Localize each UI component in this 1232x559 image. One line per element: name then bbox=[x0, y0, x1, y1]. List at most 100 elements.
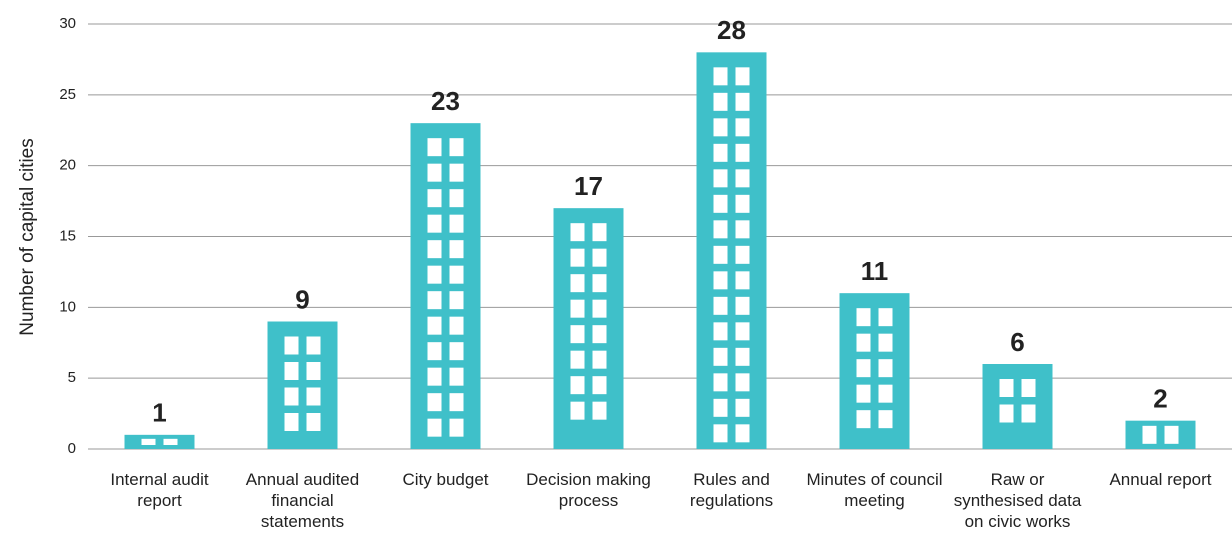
x-tick-label: Internal audit report bbox=[110, 470, 209, 510]
value-label: 23 bbox=[431, 86, 460, 116]
window bbox=[735, 92, 750, 111]
window bbox=[570, 376, 585, 395]
window bbox=[713, 322, 728, 341]
window bbox=[284, 362, 299, 380]
window bbox=[735, 296, 750, 315]
window bbox=[713, 271, 728, 290]
window bbox=[284, 336, 299, 355]
window bbox=[735, 373, 750, 392]
window bbox=[592, 401, 607, 420]
window bbox=[713, 347, 728, 366]
window bbox=[878, 410, 893, 429]
value-label: 2 bbox=[1153, 384, 1167, 414]
window bbox=[735, 220, 750, 239]
window bbox=[592, 274, 607, 293]
window bbox=[427, 393, 442, 412]
window bbox=[427, 342, 442, 361]
window bbox=[570, 299, 585, 318]
bar bbox=[410, 123, 481, 450]
y-tick-label: 0 bbox=[68, 440, 76, 457]
value-label: 6 bbox=[1010, 327, 1024, 357]
y-axis-title: Number of capital cities bbox=[17, 138, 38, 335]
window bbox=[427, 418, 442, 437]
window bbox=[449, 189, 464, 208]
x-tick-label: Annual report bbox=[1109, 470, 1212, 489]
window bbox=[284, 413, 299, 431]
x-tick-label: Decision making process bbox=[526, 470, 651, 510]
bar bbox=[982, 364, 1053, 449]
window bbox=[999, 379, 1014, 397]
x-tick-label: Minutes of council meeting bbox=[806, 470, 943, 510]
x-tick-label: Annual audited financial statements bbox=[245, 470, 360, 531]
value-label: 28 bbox=[717, 15, 746, 45]
window bbox=[306, 362, 321, 380]
y-tick-label: 30 bbox=[59, 15, 76, 32]
window bbox=[713, 194, 728, 213]
value-label: 1 bbox=[152, 398, 166, 428]
window bbox=[163, 438, 178, 445]
window bbox=[735, 271, 750, 290]
window bbox=[1164, 425, 1179, 444]
window bbox=[427, 265, 442, 284]
window bbox=[570, 350, 585, 369]
window bbox=[735, 347, 750, 366]
window bbox=[713, 398, 728, 417]
window bbox=[735, 194, 750, 213]
window bbox=[735, 398, 750, 417]
window bbox=[449, 138, 464, 157]
window bbox=[713, 296, 728, 315]
value-label: 9 bbox=[295, 284, 309, 314]
window bbox=[713, 424, 728, 443]
window bbox=[427, 240, 442, 259]
window bbox=[427, 214, 442, 233]
window bbox=[735, 143, 750, 162]
window bbox=[856, 384, 871, 403]
window bbox=[856, 359, 871, 378]
window bbox=[735, 424, 750, 443]
window bbox=[449, 265, 464, 284]
window bbox=[570, 401, 585, 420]
window bbox=[878, 308, 893, 327]
y-tick-label: 10 bbox=[59, 298, 76, 315]
window bbox=[141, 438, 156, 445]
window bbox=[713, 92, 728, 111]
window bbox=[592, 350, 607, 369]
window bbox=[735, 118, 750, 137]
window bbox=[592, 325, 607, 344]
y-tick-label: 5 bbox=[68, 369, 76, 386]
y-tick-label: 15 bbox=[59, 227, 76, 244]
window bbox=[570, 223, 585, 242]
window bbox=[306, 413, 321, 431]
window bbox=[449, 163, 464, 182]
window bbox=[306, 387, 321, 406]
window bbox=[449, 418, 464, 437]
window bbox=[713, 67, 728, 86]
window bbox=[878, 333, 893, 352]
window bbox=[1142, 425, 1157, 444]
window bbox=[306, 336, 321, 355]
window bbox=[449, 393, 464, 412]
value-label: 11 bbox=[861, 256, 889, 286]
window bbox=[735, 245, 750, 264]
x-tick-label: Raw or synthesised data on civic works bbox=[953, 470, 1082, 531]
window bbox=[427, 163, 442, 182]
window bbox=[878, 384, 893, 403]
window bbox=[427, 189, 442, 208]
y-tick-label: 20 bbox=[59, 157, 76, 174]
window bbox=[570, 248, 585, 267]
window bbox=[592, 223, 607, 242]
window bbox=[713, 220, 728, 239]
window bbox=[592, 299, 607, 318]
window bbox=[284, 387, 299, 406]
window bbox=[449, 342, 464, 361]
window bbox=[427, 138, 442, 157]
y-tick-label: 25 bbox=[59, 86, 76, 103]
window bbox=[713, 118, 728, 137]
window bbox=[999, 404, 1014, 423]
window bbox=[449, 316, 464, 335]
bar bbox=[839, 293, 910, 449]
bar bbox=[1125, 420, 1196, 449]
window bbox=[735, 169, 750, 188]
